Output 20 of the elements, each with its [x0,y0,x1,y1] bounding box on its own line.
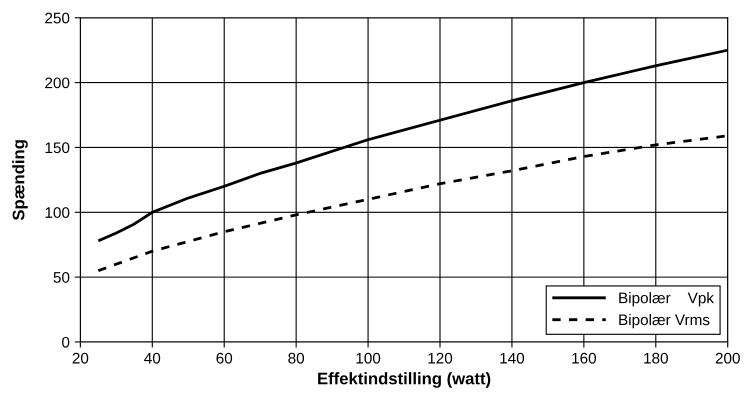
x-tick-label: 200 [716,352,740,364]
x-tick-label: 180 [644,352,668,364]
x-tick-label: 160 [572,352,596,364]
legend-label: Bipolær Vrms [619,314,710,328]
x-tick-label: 60 [216,352,232,364]
y-tick-label: 0 [62,336,70,348]
x-tick-label: 20 [72,352,88,364]
y-tick-label: 250 [45,12,70,24]
x-tick-label: 100 [356,352,380,364]
x-tick-label: 140 [500,352,524,364]
legend-label: Bipolær Vpk [619,292,714,306]
y-tick-label: 100 [46,207,70,218]
x-axis-title: Effektindstilling (watt) [318,372,490,388]
y-tick-label: 150 [46,142,70,154]
x-tick-label: 40 [144,352,160,364]
x-tick-label: 120 [428,352,452,364]
y-axis-title: Spænding [12,140,28,220]
y-tick-label: 50 [54,272,70,283]
x-tick-label: 80 [288,352,304,364]
y-tick-label: 200 [45,77,70,88]
